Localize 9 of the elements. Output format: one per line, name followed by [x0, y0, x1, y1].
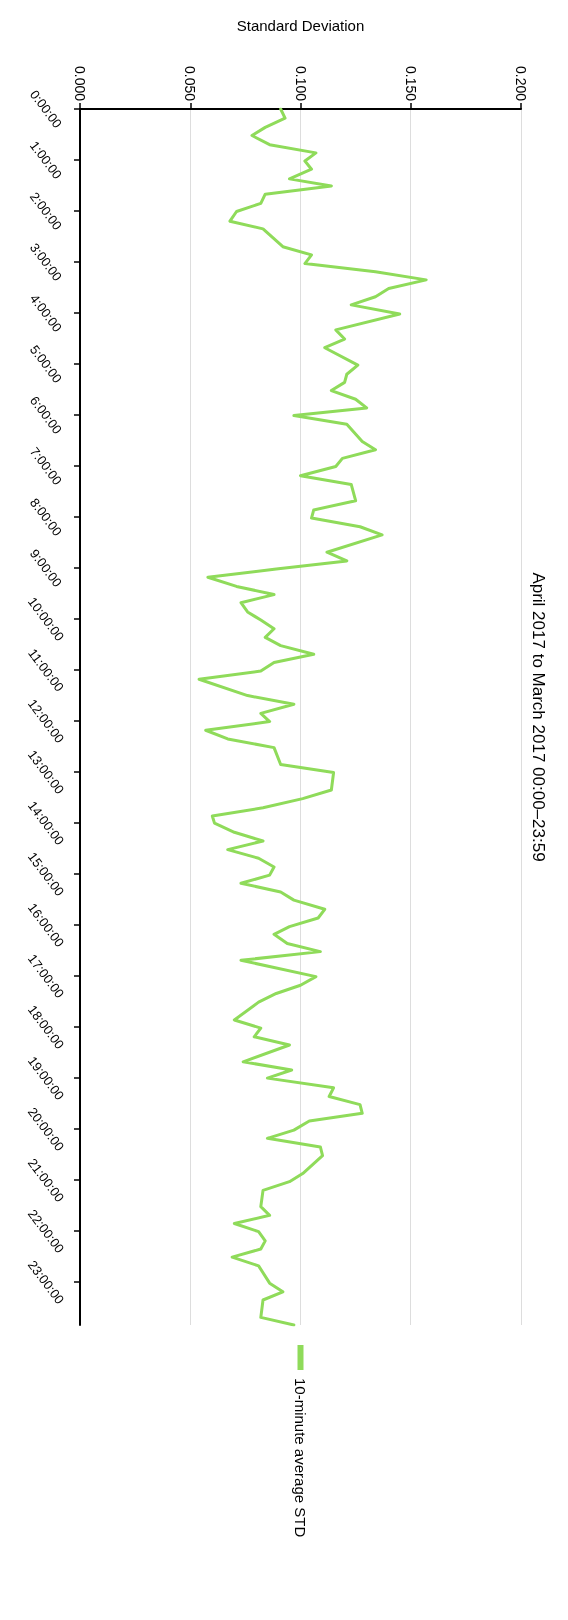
x-tick-label: 0.050 [182, 65, 199, 102]
x-tick-label: 0.000 [72, 65, 88, 102]
legend-label: 10-minute average STD [292, 1378, 309, 1538]
x-tick-label: 0.150 [402, 65, 419, 102]
x-axis-title: Standard Deviation [236, 17, 365, 34]
text: April 2017 to March 2017 00:00–23:59 [528, 572, 548, 862]
x-tick-label: 0.200 [513, 65, 529, 102]
line-series [197, 107, 428, 1327]
x-tick-label: 0.100 [292, 65, 309, 102]
